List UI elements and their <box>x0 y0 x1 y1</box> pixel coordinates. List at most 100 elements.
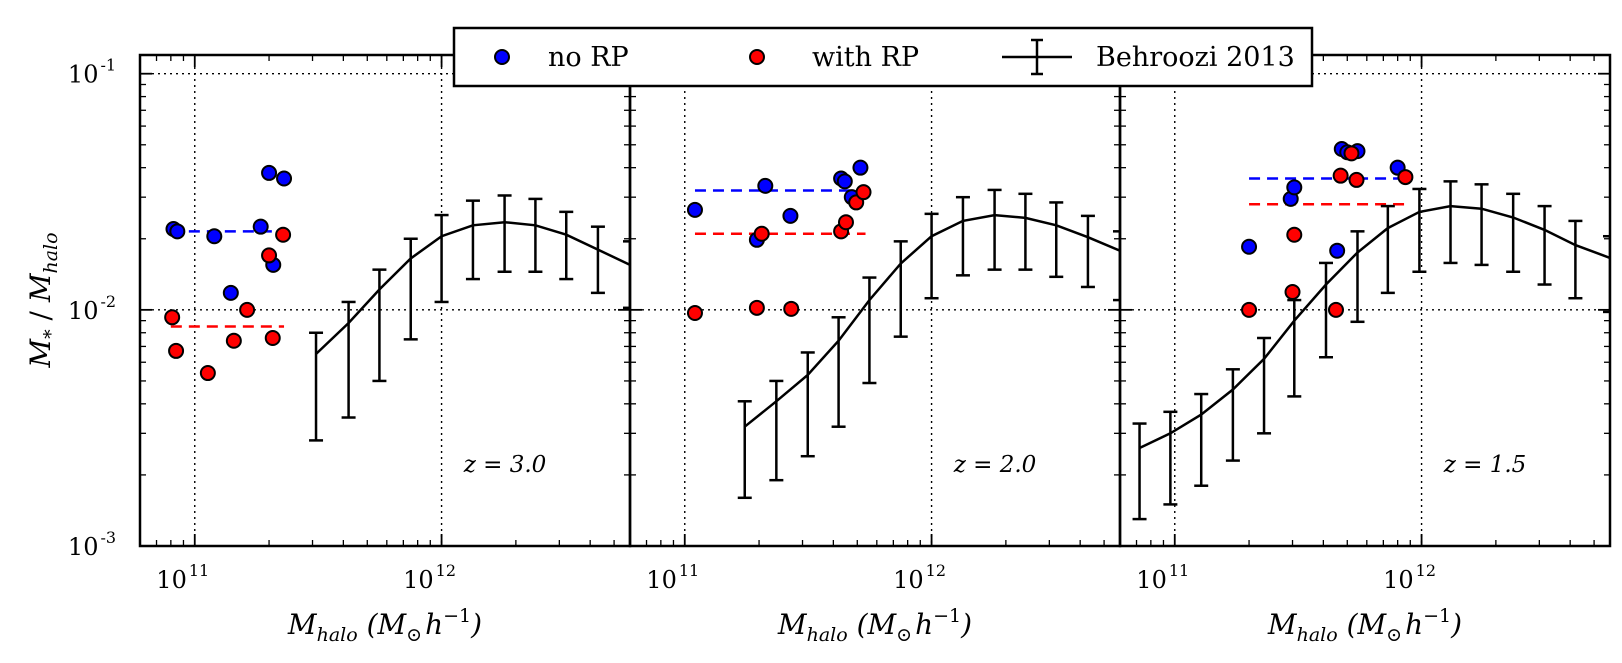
point-with-rp <box>164 309 181 326</box>
x-tick-label-0: 10 11 <box>1136 561 1189 594</box>
point-no-rp <box>276 170 293 187</box>
point-with-rp <box>783 300 800 317</box>
x-tick-label-exp-1: 12 <box>436 561 456 580</box>
legend-with-rp-marker <box>749 49 765 65</box>
point-no-rp <box>169 223 186 240</box>
x-axis-label-unit-open: (M <box>1338 608 1388 641</box>
point-with-rp <box>275 226 292 243</box>
point-with-rp <box>239 301 256 318</box>
x-axis-label-h: h <box>425 608 443 641</box>
point-no-rp <box>757 177 774 194</box>
point-no-rp <box>782 207 799 224</box>
point-no-rp <box>1329 242 1346 259</box>
point-with-rp <box>1241 301 1258 318</box>
panel-plot-area <box>164 164 630 442</box>
panel-frame <box>1118 53 1612 548</box>
x-axis-label-unit-close: ) <box>960 608 972 641</box>
legend-box <box>452 26 1314 88</box>
behroozi-line <box>1138 204 1610 450</box>
panel-plot-area <box>686 159 1120 500</box>
y-axis-label-sep: / <box>24 302 57 329</box>
x-axis-label-unit-open: (M <box>848 608 898 641</box>
point-no-rp <box>852 159 869 176</box>
panel-3: 10 11 10 12 z = 1.5 Mhalo (M⊙ h−1) <box>1118 53 1612 646</box>
x-tick-label-exp-1: 12 <box>926 561 946 580</box>
x-tick-label-exp-1: 12 <box>1416 561 1436 580</box>
x-tick-label-0: 10 11 <box>156 561 209 594</box>
x-axis-label: Mhalo (M⊙ h−1) <box>287 605 482 646</box>
point-no-rp <box>1241 238 1258 255</box>
x-tick-label-exp-0: 11 <box>1169 561 1189 580</box>
panel-frame <box>628 53 1122 548</box>
x-axis-label: Mhalo (M⊙ h−1) <box>777 605 972 646</box>
y-tick-label-1: 10 -2 <box>68 292 116 325</box>
x-axis-label-halo-sub: halo <box>807 624 848 646</box>
point-with-rp <box>855 184 872 201</box>
x-axis-label-exp: −1 <box>933 605 961 627</box>
x-tick-label-exp-0: 11 <box>189 561 209 580</box>
point-no-rp <box>836 173 853 190</box>
legend-behroozi-label: Behroozi 2013 <box>1096 42 1295 73</box>
x-axis-label-h: h <box>915 608 933 641</box>
x-axis-label-sun: ⊙ <box>1386 624 1402 646</box>
x-axis-label-unit-close: ) <box>1450 608 1462 641</box>
point-no-rp <box>252 218 269 235</box>
point-no-rp <box>222 284 239 301</box>
point-no-rp <box>1286 179 1303 196</box>
point-with-rp <box>753 225 770 242</box>
legend-with-rp-label: with RP <box>812 42 919 73</box>
point-with-rp <box>1284 284 1301 301</box>
x-axis-label-exp: −1 <box>443 605 471 627</box>
point-with-rp <box>1343 145 1360 162</box>
panel-frame <box>138 53 632 548</box>
y-tick-label-2: 10 -3 <box>68 528 116 561</box>
point-with-rp <box>225 332 242 349</box>
point-with-rp <box>1327 301 1344 318</box>
panel-2: 10 11 10 12 z = 2.0 Mhalo (M⊙ h−1) <box>628 53 1122 646</box>
x-tick-label-1: 10 12 <box>1383 561 1436 594</box>
point-with-rp <box>1332 167 1349 184</box>
y-axis-label-mhalo: M <box>24 272 57 303</box>
y-axis-label-star-sub: * <box>40 329 62 339</box>
x-tick-label-1: 10 12 <box>893 561 946 594</box>
x-tick-label-exp-0: 11 <box>679 561 699 580</box>
x-axis-label-halo-sub: halo <box>317 624 358 646</box>
redshift-label: z = 1.5 <box>1443 452 1527 478</box>
redshift-label: z = 2.0 <box>953 452 1037 478</box>
x-axis-label-exp: −1 <box>1423 605 1451 627</box>
x-axis-label-m: M <box>777 608 808 641</box>
x-axis-label-halo-sub: halo <box>1297 624 1338 646</box>
y-tick-label-0: 10 -1 <box>68 56 116 89</box>
x-axis-label-unit-open: (M <box>358 608 408 641</box>
x-axis-label-sun: ⊙ <box>406 624 422 646</box>
point-no-rp <box>686 201 703 218</box>
x-axis-label-unit-close: ) <box>470 608 482 641</box>
legend: no RP with RP Behroozi 2013 <box>452 26 1314 88</box>
redshift-label: z = 3.0 <box>463 452 547 478</box>
y-axis-label-halo-sub: halo <box>40 232 62 273</box>
x-axis-label-h: h <box>1405 608 1423 641</box>
x-tick-label-0: 10 11 <box>646 561 699 594</box>
y-tick-label-exp-0: -1 <box>100 56 116 75</box>
point-with-rp <box>837 214 854 231</box>
panel-plot-area <box>1132 140 1610 521</box>
y-tick-label-exp-2: -3 <box>100 528 116 547</box>
point-with-rp <box>199 365 216 382</box>
point-with-rp <box>168 342 185 359</box>
legend-no-rp-marker <box>494 49 510 65</box>
point-with-rp <box>686 304 703 321</box>
point-with-rp <box>1348 171 1365 188</box>
x-tick-label-1: 10 12 <box>403 561 456 594</box>
panel-1: 10 11 10 12 10 -1 10 -2 10 -3 z = 3.0 Mhalo (M⊙ h−1) <box>68 53 632 646</box>
x-axis-label-sun: ⊙ <box>896 624 912 646</box>
point-with-rp <box>1286 226 1303 243</box>
x-axis-label-m: M <box>287 608 318 641</box>
point-with-rp <box>748 299 765 316</box>
point-with-rp <box>1397 169 1414 186</box>
point-with-rp <box>261 247 278 264</box>
y-tick-label-exp-1: -2 <box>100 292 116 311</box>
y-axis-label-mstar: M <box>24 338 57 369</box>
point-no-rp <box>206 228 223 245</box>
